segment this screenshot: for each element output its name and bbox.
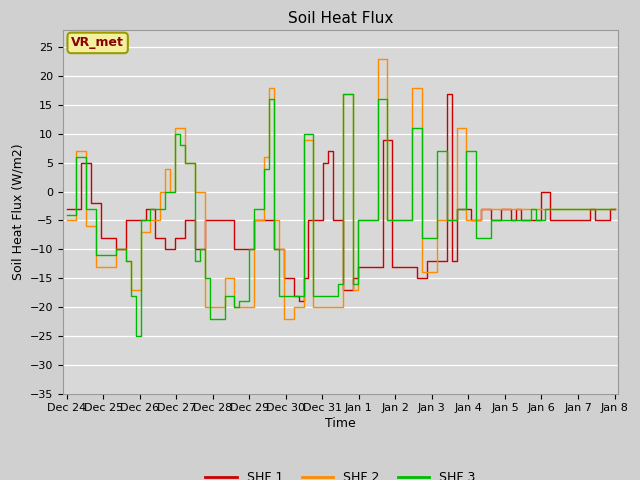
- SHF 2: [468, 217, 476, 223]
- SHF 3: [339, 91, 347, 96]
- SHF 1: [611, 206, 618, 212]
- SHF 3: [63, 212, 70, 217]
- SHF 2: [63, 217, 70, 223]
- SHF 2: [601, 206, 609, 212]
- SHF 3: [379, 96, 387, 102]
- Line: SHF 3: SHF 3: [67, 94, 614, 336]
- SHF 3: [443, 217, 451, 223]
- SHF 1: [438, 258, 445, 264]
- SHF 2: [443, 217, 451, 223]
- SHF 2: [379, 56, 387, 62]
- SHF 1: [63, 206, 70, 212]
- SHF 1: [295, 299, 303, 304]
- Title: Soil Heat Flux: Soil Heat Flux: [288, 11, 393, 26]
- SHF 3: [468, 148, 476, 154]
- SHF 2: [374, 56, 381, 62]
- SHF 1: [374, 264, 381, 270]
- Legend: SHF 1, SHF 2, SHF 3: SHF 1, SHF 2, SHF 3: [200, 466, 481, 480]
- Text: VR_met: VR_met: [71, 36, 124, 49]
- SHF 1: [255, 217, 263, 223]
- SHF 2: [280, 316, 287, 322]
- SHF 3: [497, 217, 505, 223]
- SHF 2: [611, 206, 618, 212]
- SHF 1: [497, 206, 505, 212]
- SHF 1: [468, 217, 476, 223]
- Line: SHF 1: SHF 1: [67, 94, 614, 301]
- SHF 3: [601, 206, 609, 212]
- SHF 2: [497, 206, 505, 212]
- Y-axis label: Soil Heat Flux (W/m2): Soil Heat Flux (W/m2): [11, 144, 24, 280]
- Line: SHF 2: SHF 2: [67, 59, 614, 319]
- SHF 3: [260, 166, 268, 171]
- SHF 3: [132, 333, 140, 339]
- X-axis label: Time: Time: [325, 418, 356, 431]
- SHF 2: [255, 217, 263, 223]
- SHF 3: [611, 206, 618, 212]
- SHF 1: [601, 217, 609, 223]
- SHF 1: [443, 91, 451, 96]
